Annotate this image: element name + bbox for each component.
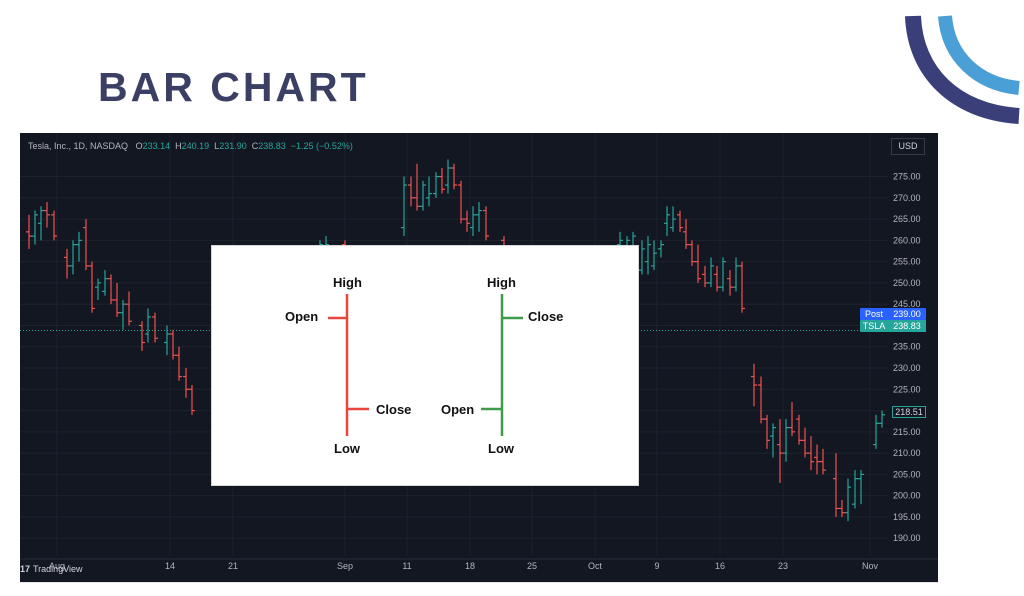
ohlc-legend-card: High Open Close Low High Close Open Low: [211, 245, 639, 486]
x-tick-label: Aug: [49, 561, 65, 571]
bullish-close-label: Close: [528, 309, 564, 324]
legend-diagram: [328, 294, 523, 436]
y-tick-label: 210.00: [893, 448, 921, 458]
post-value: 239.00: [893, 309, 921, 319]
brand-arcs-logo: [905, 15, 1020, 124]
y-tick-label: 205.00: [893, 469, 921, 479]
x-tick-label: 11: [402, 561, 411, 571]
y-tick-label: 260.00: [893, 235, 921, 245]
open-key: O: [135, 141, 143, 151]
low-key: L: [214, 141, 220, 151]
y-tick-label: 215.00: [893, 427, 921, 437]
ticker-label: TSLA: [862, 321, 886, 331]
x-tick-label: 21: [228, 561, 238, 571]
ohlc-chart[interactable]: 275.00 270.00 265.00 260.00 255.00 250.00 245.…: [20, 133, 938, 582]
y-tick-label: 255.00: [893, 257, 921, 267]
symbol-label: Tesla, Inc., 1D, NASDAQ: [28, 141, 129, 151]
y-tick-label: 245.00: [893, 299, 921, 309]
x-tick-label: Nov: [862, 561, 879, 571]
ohlc-header: Tesla, Inc., 1D, NASDAQ O233.14 H240.19 …: [28, 141, 353, 151]
bullish-open-label: Open: [441, 402, 475, 417]
post-price-tag: Post 239.00: [860, 308, 926, 320]
y-tick-label: 195.00: [893, 512, 921, 522]
y-tick-label: 235.00: [893, 342, 921, 352]
tradingview-brand[interactable]: 17 TradingView: [20, 564, 83, 574]
bullish-high-label: High: [487, 275, 516, 290]
low-value: 231.90: [219, 141, 247, 151]
y-tick-label: 190.00: [893, 533, 921, 543]
x-tick-label: 18: [465, 561, 475, 571]
open-value: 233.14: [142, 141, 171, 151]
high-key: H: [175, 141, 182, 151]
close-value: 238.83: [258, 141, 286, 151]
slide-title: BAR CHART: [98, 64, 369, 110]
post-label: Post: [864, 309, 883, 319]
y-tick-label: 225.00: [893, 384, 921, 394]
crosshair-price-tag: 218.51: [892, 406, 926, 418]
last-price-tag: TSLA 238.83: [860, 320, 926, 332]
bearish-open-label: Open: [285, 309, 319, 324]
bearish-high-label: High: [333, 275, 362, 290]
last-value: 238.83: [888, 320, 926, 332]
high-value: 240.19: [181, 141, 210, 151]
x-tick-label: 25: [527, 561, 537, 571]
y-tick-label: 265.00: [893, 214, 921, 224]
bearish-close-label: Close: [376, 402, 412, 417]
x-tick-label: 9: [654, 561, 659, 571]
y-tick-label: 250.00: [893, 278, 921, 288]
footer-divider: [20, 582, 938, 583]
bullish-low-label: Low: [488, 441, 514, 456]
bearish-low-label: Low: [334, 441, 360, 456]
tradingview-logo-icon: 17: [20, 564, 31, 574]
y-tick-label: 270.00: [893, 193, 921, 203]
x-tick-label: 14: [165, 561, 175, 571]
currency-button[interactable]: USD: [891, 138, 925, 155]
brand-name: TradingView: [33, 564, 83, 574]
y-tick-label: 230.00: [893, 363, 921, 373]
x-tick-label: 16: [715, 561, 725, 571]
y-tick-label: 275.00: [893, 172, 921, 182]
chart-panel[interactable]: 275.00 270.00 265.00 260.00 255.00 250.00 245.…: [20, 133, 938, 582]
x-tick-label: 23: [778, 561, 788, 571]
x-tick-label: Sep: [337, 561, 353, 571]
change-value: −1.25 (−0.52%): [290, 141, 353, 151]
x-tick-label: Oct: [588, 561, 603, 571]
y-tick-label: 200.00: [893, 491, 921, 501]
close-key: C: [251, 141, 259, 151]
